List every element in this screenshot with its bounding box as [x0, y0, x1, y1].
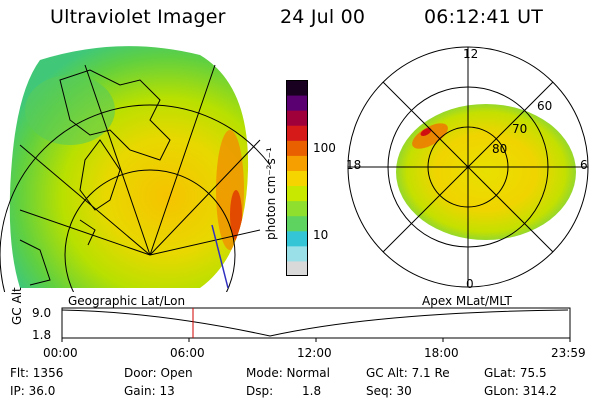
colorbar-tick-10: 10 — [313, 228, 329, 242]
colorbar-segment — [286, 125, 308, 141]
colorbar-segment — [286, 185, 308, 202]
status-flt: Flt: 1356 — [10, 366, 64, 380]
status-glat: GLat: 75.5 — [484, 366, 547, 380]
status-dsp-value: 1.8 — [302, 384, 322, 398]
colorbar-segment — [286, 215, 308, 232]
altitude-timeline — [0, 296, 600, 366]
status-glon: GLon: 314.2 — [484, 384, 557, 398]
timeline-tick-0000: 00:00 — [43, 346, 78, 360]
time-label: 06:12:41 UT — [424, 6, 544, 28]
colorbar-border — [286, 80, 308, 276]
timeline-y-bottom: 1.8 — [32, 328, 52, 342]
colorbar-segment — [286, 155, 308, 171]
mlt-label-18: 18 — [346, 158, 362, 172]
status-ip: IP: 36.0 — [10, 384, 56, 398]
status-dsp-label: Dsp: — [246, 384, 274, 398]
colorbar-segment — [286, 230, 308, 247]
colorbar-segment — [286, 80, 308, 96]
status-gain: Gain: 13 — [124, 384, 175, 398]
mlt-label-6: 6 — [580, 158, 588, 172]
colorbar-segment — [286, 170, 308, 187]
instrument-title: Ultraviolet Imager — [50, 6, 226, 28]
geographic-auroral-image — [0, 40, 301, 400]
polar-mlt-plot — [330, 44, 600, 294]
lat-label-80: 80 — [492, 142, 508, 156]
timeline-axis-label: GC Alt — [10, 287, 24, 325]
geo-caption: Geographic Lat/Lon — [68, 294, 186, 308]
colorbar-segment — [286, 260, 308, 277]
colorbar-tick-100: 100 — [313, 141, 336, 155]
status-gc-alt: GC Alt: 7.1 Re — [366, 366, 450, 380]
timeline-y-top: 9.0 — [32, 306, 52, 320]
status-mode: Mode: Normal — [246, 366, 330, 380]
timeline-tick-2359: 23:59 — [551, 346, 586, 360]
date-label: 24 Jul 00 — [280, 6, 366, 28]
timeline-tick-0600: 06:00 — [170, 346, 205, 360]
status-door: Door: Open — [124, 366, 193, 380]
colorbar-segment — [286, 245, 308, 262]
timeline-tick-1200: 12:00 — [297, 346, 332, 360]
polar-caption: Apex MLat/MLT — [422, 294, 512, 308]
colorbar-segment — [286, 95, 308, 111]
colorbar-segment — [286, 110, 308, 126]
mlt-label-0: 0 — [466, 277, 474, 291]
colorbar-segment — [286, 200, 308, 217]
lat-label-60: 60 — [537, 99, 553, 113]
intensity-colorbar — [286, 80, 308, 277]
colorbar-segment — [286, 140, 308, 156]
mlt-label-12: 12 — [463, 47, 479, 61]
lat-label-70: 70 — [512, 122, 528, 136]
timeline-tick-1800: 18:00 — [424, 346, 459, 360]
status-seq: Seq: 30 — [366, 384, 412, 398]
